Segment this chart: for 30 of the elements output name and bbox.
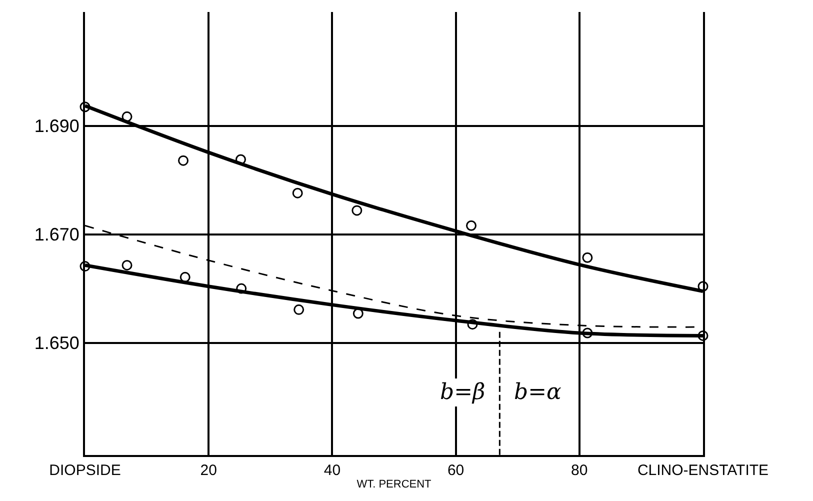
y-tick-label: 1.650 xyxy=(34,333,80,354)
point xyxy=(292,188,303,198)
point xyxy=(80,102,90,112)
point xyxy=(352,308,364,319)
y-tick-label: 1.670 xyxy=(34,224,80,245)
point xyxy=(122,111,132,122)
point xyxy=(698,281,708,292)
point xyxy=(467,319,478,330)
point xyxy=(352,205,362,216)
point xyxy=(294,304,304,315)
point xyxy=(122,260,132,270)
y-tick-label: 1.690 xyxy=(34,116,80,136)
point xyxy=(236,283,247,294)
point xyxy=(698,330,708,341)
x-tick-label: 20 xyxy=(200,462,217,479)
point xyxy=(178,155,189,166)
x-tick-label: 60 xyxy=(447,462,464,479)
point xyxy=(180,272,190,282)
x-axis-title: WT. PERCENT xyxy=(356,478,432,491)
annotation: b=β xyxy=(440,380,486,405)
annotation: b=α xyxy=(514,380,562,405)
x-tick-label: DIOPSIDE xyxy=(49,462,121,479)
x-tick-label: CLINO-ENSTATITE xyxy=(637,462,769,479)
x-tick-label: 80 xyxy=(571,462,588,479)
point xyxy=(235,154,246,165)
point xyxy=(466,220,476,231)
point xyxy=(582,328,593,338)
point xyxy=(80,261,90,272)
point xyxy=(582,252,593,263)
x-tick-label: 40 xyxy=(324,462,341,479)
